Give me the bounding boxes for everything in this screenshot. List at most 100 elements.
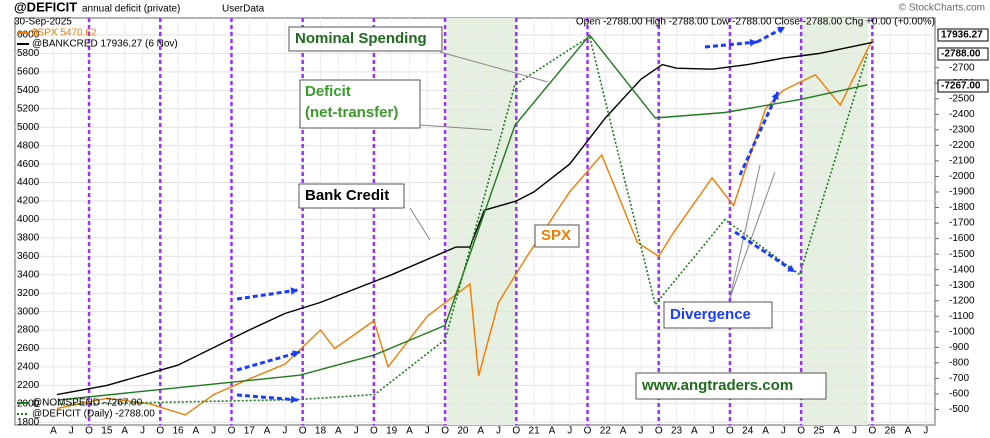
arrow xyxy=(734,230,796,274)
series-line xyxy=(56,41,873,396)
y-tick-label: 3600 xyxy=(17,251,40,262)
x-tick-label: A xyxy=(905,426,912,437)
y2-tick-label: -2100 xyxy=(949,156,975,167)
x-tick-label: J xyxy=(781,426,786,437)
x-tick-label: A xyxy=(833,426,840,437)
x-tick-label: J xyxy=(140,426,145,437)
y-tick-label: 5600 xyxy=(17,67,40,78)
y-tick-label: 5800 xyxy=(17,48,40,59)
annotation: SPX xyxy=(541,227,571,244)
x-tick-label: 25 xyxy=(813,426,825,437)
pointer xyxy=(419,124,493,131)
price-label-box xyxy=(937,47,989,61)
pointer xyxy=(439,51,549,83)
pointer xyxy=(729,164,761,299)
y-tick-label: 2200 xyxy=(17,380,40,391)
date: 30-Sep-2025 xyxy=(14,17,72,28)
x-tick-label: O xyxy=(655,426,663,437)
price-label: 17936.27 xyxy=(941,30,983,41)
x-tick-label: 20 xyxy=(457,426,469,437)
x-tick-label: A xyxy=(50,426,57,437)
legend-label: @NOMSPEND -7267.00 xyxy=(32,398,143,409)
x-tick-label: 15 xyxy=(101,426,113,437)
x-tick-label: O xyxy=(441,426,449,437)
y-tick-label: 4200 xyxy=(17,196,40,207)
y2-tick-label: -700 xyxy=(949,373,969,384)
arrow xyxy=(236,288,299,301)
x-tick-label: A xyxy=(121,426,128,437)
y-tick-label: 2800 xyxy=(17,325,40,336)
y2-tick-label: -2500 xyxy=(949,93,975,104)
x-tick-label: J xyxy=(710,426,715,437)
x-tick-label: A xyxy=(762,426,769,437)
x-tick-label: 18 xyxy=(315,426,327,437)
x-tick-label: O xyxy=(512,426,520,437)
x-tick-label: 23 xyxy=(671,426,683,437)
y2-tick-label: -1500 xyxy=(949,249,975,260)
y2-tick-label: -2400 xyxy=(949,109,975,120)
x-tick-label: A xyxy=(477,426,484,437)
y2-tick-label: -900 xyxy=(949,342,969,353)
title: @DEFICIT xyxy=(14,0,77,14)
annotation-box xyxy=(663,301,773,329)
annotation-box xyxy=(298,183,405,209)
annotation: www.angtraders.com xyxy=(641,377,793,394)
x-tick-label: A xyxy=(335,426,342,437)
pointer xyxy=(729,171,776,299)
y2-tick-label: -2300 xyxy=(949,124,975,135)
y2-tick-label: -2000 xyxy=(949,171,975,182)
y-tick-label: 3000 xyxy=(17,306,40,317)
credit: © StockCharts.com xyxy=(899,3,985,14)
y-tick-label: 6000 xyxy=(17,30,40,41)
legend-label: $SPX 5470.62 xyxy=(32,28,97,39)
x-tick-label: 17 xyxy=(244,426,256,437)
arrow xyxy=(236,350,301,372)
shaded-region xyxy=(800,18,868,425)
y2-tick-label: -600 xyxy=(949,389,969,400)
annotation: Divergence xyxy=(670,306,751,323)
y2-tick-label: -500 xyxy=(949,404,969,415)
annotation: Deficit xyxy=(305,83,351,100)
x-tick-label: 26 xyxy=(885,426,897,437)
arrow-head xyxy=(777,26,785,34)
x-tick-label: J xyxy=(354,426,359,437)
x-tick-label: O xyxy=(726,426,734,437)
y-tick-label: 4600 xyxy=(17,159,40,170)
x-tick-label: 22 xyxy=(600,426,612,437)
annotation-box xyxy=(534,224,580,248)
arrow-head xyxy=(292,350,300,358)
y2-tick-label: -1900 xyxy=(949,187,975,198)
y-tick-label: 3800 xyxy=(17,233,40,244)
annotation: (net-transfer) xyxy=(305,104,398,121)
x-tick-label: J xyxy=(69,426,74,437)
quote: Open -2788.00 High -2788.00 Low -2788.00… xyxy=(576,17,935,28)
arrow-head xyxy=(771,92,779,100)
price-label: -7267.00 xyxy=(941,81,981,92)
x-tick-label: J xyxy=(496,426,501,437)
x-tick-label: J xyxy=(567,426,572,437)
series-line xyxy=(57,33,868,401)
y2-tick-label: -1200 xyxy=(949,295,975,306)
y-tick-label: 3200 xyxy=(17,288,40,299)
x-tick-label: A xyxy=(691,426,698,437)
x-tick-label: A xyxy=(620,426,627,437)
y2-tick-label: -1300 xyxy=(949,280,975,291)
x-tick-label: J xyxy=(425,426,430,437)
arrow xyxy=(236,393,299,402)
arrow-head xyxy=(787,264,795,272)
x-tick-label: J xyxy=(852,426,857,437)
annotation: Bank Credit xyxy=(305,187,389,204)
y-tick-label: 4000 xyxy=(17,214,40,225)
x-tick-label: O xyxy=(584,426,592,437)
x-tick-label: O xyxy=(299,426,307,437)
x-tick-label: O xyxy=(868,426,876,437)
y2-tick-label: -1000 xyxy=(949,326,975,337)
x-tick-label: J xyxy=(211,426,216,437)
y2-tick-label: -800 xyxy=(949,358,969,369)
x-tick-label: J xyxy=(282,426,287,437)
y2-tick-label: -2200 xyxy=(949,140,975,151)
source-note: UserData xyxy=(222,4,265,15)
x-tick-label: A xyxy=(264,426,271,437)
x-tick-label: O xyxy=(797,426,805,437)
